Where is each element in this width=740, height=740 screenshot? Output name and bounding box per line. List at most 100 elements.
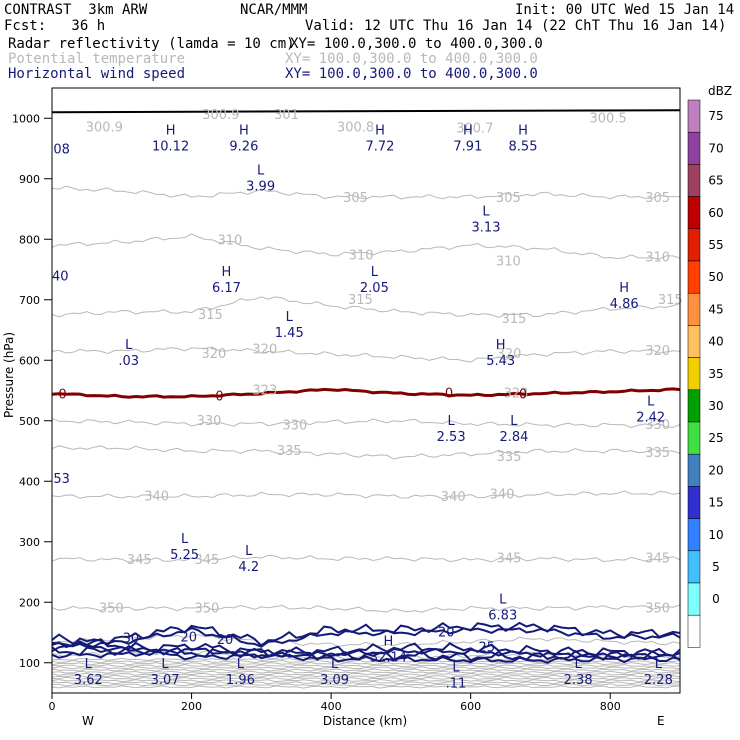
stratosphere-contour-band xyxy=(51,657,681,689)
extremum-value: .11 xyxy=(446,677,467,692)
theta-contour-line xyxy=(51,417,681,429)
extremum-value: 08 xyxy=(53,142,70,157)
y-tick-label: 100 xyxy=(19,657,40,670)
wind-contour-line xyxy=(51,633,681,662)
extremum-type: H xyxy=(383,635,393,650)
extremum-value: 7.91 xyxy=(453,139,482,154)
colorbar-swatch xyxy=(687,518,701,552)
theta-label: 310 xyxy=(218,233,243,248)
y-tick-label: 800 xyxy=(19,233,40,246)
extremum-value: 2.05 xyxy=(360,281,389,296)
stratosphere-theta-line xyxy=(52,683,681,687)
colorbar-label: 70 xyxy=(708,141,723,155)
org-label: NCAR/MMM xyxy=(240,2,308,18)
colorbar-swatch xyxy=(687,614,701,648)
wind-contour-line xyxy=(51,626,681,653)
stratosphere-theta-line xyxy=(51,672,681,676)
colorbar-label: 25 xyxy=(708,431,723,445)
wind-label: 20 xyxy=(217,633,234,648)
theta-label: 305 xyxy=(343,191,368,206)
ground-line xyxy=(51,109,681,114)
theta-label: 340 xyxy=(441,490,466,505)
extremum-type: L xyxy=(331,657,339,672)
extremum-value: 2.53 xyxy=(437,430,466,445)
extremum-value: 32.14 xyxy=(370,651,407,666)
theta-label: 315 xyxy=(658,293,683,308)
extremum-type: L xyxy=(510,414,518,429)
colorbar-swatch xyxy=(687,292,701,326)
field-reflectivity-xy: XY= 100.0,300.0 to 400.0,300.0 xyxy=(290,36,543,52)
colorbar-swatch xyxy=(687,260,701,294)
wind-contour-line xyxy=(51,621,681,649)
extremum-value: 1.96 xyxy=(226,673,255,688)
theta-label: 323 xyxy=(504,387,529,402)
zero-label: 0 xyxy=(58,388,66,403)
wind-label: 20 xyxy=(438,626,455,641)
extremum-type: H xyxy=(222,265,232,280)
theta-label: 310 xyxy=(496,255,521,270)
colorbar-swatch xyxy=(687,131,701,165)
stratosphere-theta-line xyxy=(51,664,681,668)
colorbar-swatch xyxy=(687,389,701,423)
theta-label: 335 xyxy=(277,444,302,459)
stratosphere-theta-line xyxy=(51,674,681,679)
extremum-type: L xyxy=(371,265,379,280)
extremum-type: H xyxy=(375,123,385,138)
stratosphere-theta-line xyxy=(51,661,681,666)
stratosphere-theta-line xyxy=(51,678,681,683)
extremum-type: L xyxy=(257,163,265,178)
y-tick-label: 700 xyxy=(19,294,40,307)
theta-label: 315 xyxy=(348,293,373,308)
theta-label: 320 xyxy=(201,347,226,362)
x-tick-label: 600 xyxy=(460,700,481,713)
colorbar-swatch xyxy=(687,421,701,455)
colorbar-swatch xyxy=(687,550,701,584)
theta-contour-line xyxy=(51,490,681,500)
theta-contour-line xyxy=(51,296,681,318)
stratosphere-theta-line xyxy=(51,685,681,689)
init-label: Init: 00 UTC Wed 15 Jan 14 xyxy=(515,2,735,18)
theta-label: 315 xyxy=(502,312,527,327)
y-tick-label: 300 xyxy=(19,536,40,549)
extremum-value: 3.07 xyxy=(151,673,180,688)
colorbar-unit: dBZ xyxy=(708,84,732,98)
x-tick-label: 200 xyxy=(181,700,202,713)
y-tick-label: 600 xyxy=(19,354,40,367)
extremum-type: L xyxy=(245,544,253,559)
theta-label: 320 xyxy=(252,342,277,357)
wind-contour-line xyxy=(51,641,681,664)
extrema-markers: L3.62L3.07L1.96L3.09L.11L2.38L2.28H32.14… xyxy=(52,123,673,691)
extremum-type: L xyxy=(286,310,294,325)
theta-label: 335 xyxy=(497,450,522,465)
colorbar-swatch xyxy=(687,325,701,358)
x-end-west: W xyxy=(82,714,94,728)
x-tick-label: 0 xyxy=(49,700,56,713)
theta-label: 340 xyxy=(490,488,515,503)
zero-contour-line xyxy=(51,387,681,399)
theta-contour-line xyxy=(51,346,681,363)
field-reflectivity-name: Radar reflectivity (lamda = 10 cm) xyxy=(8,36,295,52)
extremum-type: H xyxy=(619,281,629,296)
theta-contours xyxy=(51,185,681,661)
plot-frame xyxy=(51,87,681,694)
theta-label: 300.9 xyxy=(202,108,239,123)
colorbar-label: 50 xyxy=(708,270,723,284)
theta-contour-line xyxy=(51,634,681,648)
extremum-value: 6.17 xyxy=(212,281,241,296)
colorbar-label: 35 xyxy=(708,367,723,381)
theta-label: 345 xyxy=(497,552,522,567)
colorbar-label: 0 xyxy=(712,592,720,606)
extremum-value: 4.2 xyxy=(238,560,259,575)
extremum-value: 2.38 xyxy=(564,673,593,688)
field-wind-xy: XY= 100.0,300.0 to 400.0,300.0 xyxy=(285,66,538,82)
wind-label: 30 xyxy=(123,632,140,647)
theta-contour-line xyxy=(51,604,681,613)
colorbar-swatch xyxy=(687,196,701,230)
theta-label: 345 xyxy=(127,553,152,568)
colorbar-swatch xyxy=(687,164,701,197)
extremum-value: 2.42 xyxy=(636,410,665,425)
zero-contour xyxy=(51,109,681,399)
theta-contour-line xyxy=(51,185,681,200)
fcst-label: Fcst: 36 h xyxy=(4,18,106,34)
